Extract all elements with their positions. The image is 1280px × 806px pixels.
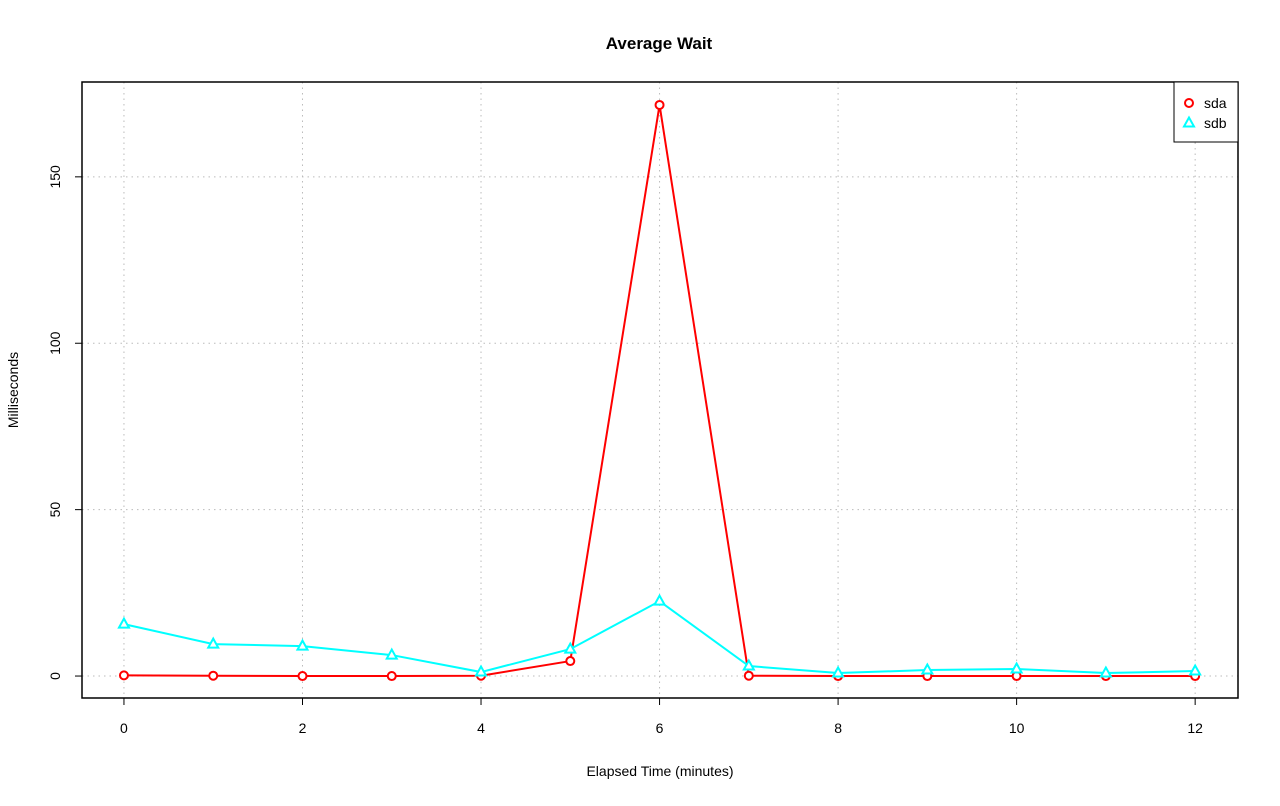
data-point-sdb xyxy=(295,638,310,651)
y-tick-label: 50 xyxy=(47,502,63,518)
data-point-sdb xyxy=(206,636,220,649)
x-tick-label: 0 xyxy=(120,720,128,736)
data-point-sdb xyxy=(742,658,756,671)
data-point-sda xyxy=(654,99,665,110)
y-axis: 0 50 100 150 xyxy=(47,165,82,680)
x-tick-label: 4 xyxy=(477,720,485,736)
data-point-sda xyxy=(297,671,308,682)
x-tick-label: 12 xyxy=(1187,720,1203,736)
data-point-sdb xyxy=(1009,661,1024,674)
x-axis: 0 2 4 6 8 10 12 xyxy=(120,698,1203,736)
legend-label-sdb: sdb xyxy=(1204,115,1227,131)
data-point-sdb xyxy=(652,593,667,606)
data-point-sda xyxy=(118,670,129,681)
data-point-sda xyxy=(208,670,219,681)
series-line-sdb xyxy=(123,599,1196,675)
y-tick-label: 100 xyxy=(47,331,63,355)
x-tick-label: 8 xyxy=(834,720,842,736)
data-point-sda xyxy=(565,656,576,667)
data-point-sdb xyxy=(831,665,845,678)
series-sdb xyxy=(117,593,1202,678)
x-axis-label: Elapsed Time (minutes) xyxy=(586,763,733,779)
legend-label-sda: sda xyxy=(1204,95,1227,111)
data-point-sdb xyxy=(920,662,935,675)
series-group xyxy=(117,99,1202,682)
legend-marker-sdb xyxy=(1182,115,1196,128)
data-point-sdb xyxy=(1188,663,1202,676)
x-tick-label: 2 xyxy=(299,720,307,736)
data-point-sdb xyxy=(117,616,131,629)
data-point-sda xyxy=(386,671,397,682)
data-point-sdb xyxy=(1099,665,1113,678)
y-axis-label: Milliseconds xyxy=(5,352,21,428)
y-tick-label: 0 xyxy=(47,672,63,680)
legend: sda sdb xyxy=(1173,81,1239,143)
chart-title: Average Wait xyxy=(606,34,713,53)
data-point-sdb xyxy=(563,641,577,654)
series-sda xyxy=(118,99,1201,682)
legend-marker-sda xyxy=(1184,98,1194,108)
data-point-sdb xyxy=(474,664,488,677)
plot-frame xyxy=(81,81,1239,699)
x-tick-label: 6 xyxy=(656,720,664,736)
data-point-sda xyxy=(743,670,754,681)
y-tick-label: 150 xyxy=(47,165,63,189)
data-point-sdb xyxy=(385,647,399,660)
legend-box xyxy=(1173,81,1239,143)
x-tick-label: 10 xyxy=(1009,720,1025,736)
